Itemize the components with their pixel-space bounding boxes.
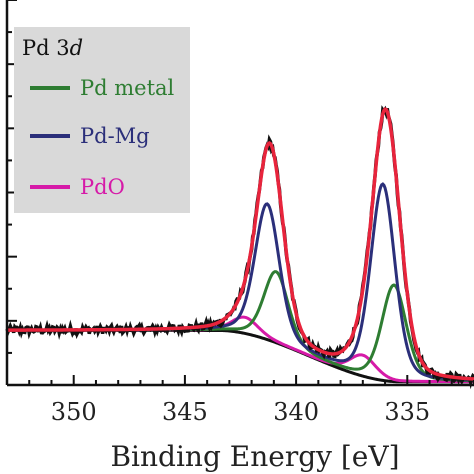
legend-box [14,27,190,213]
x-tick-label: 335 [384,398,430,426]
series-layer [5,105,474,390]
legend-label-pdo: PdO [80,175,125,199]
x-tick-label: 350 [51,398,97,426]
x-tick-label: 345 [162,398,208,426]
x-ticks: 350 345 340 335 [6,375,474,426]
legend-label-pd-mg: Pd-Mg [80,124,150,148]
legend: Pd 3d Pd metal Pd-Mg PdO [14,27,190,213]
x-tick-label: 340 [273,398,319,426]
series-fit-envelope [7,107,474,381]
legend-label-pd-metal: Pd metal [80,76,175,100]
x-axis-title: Binding Energy [eV] [110,440,399,473]
legend-title: Pd 3d [22,36,83,60]
